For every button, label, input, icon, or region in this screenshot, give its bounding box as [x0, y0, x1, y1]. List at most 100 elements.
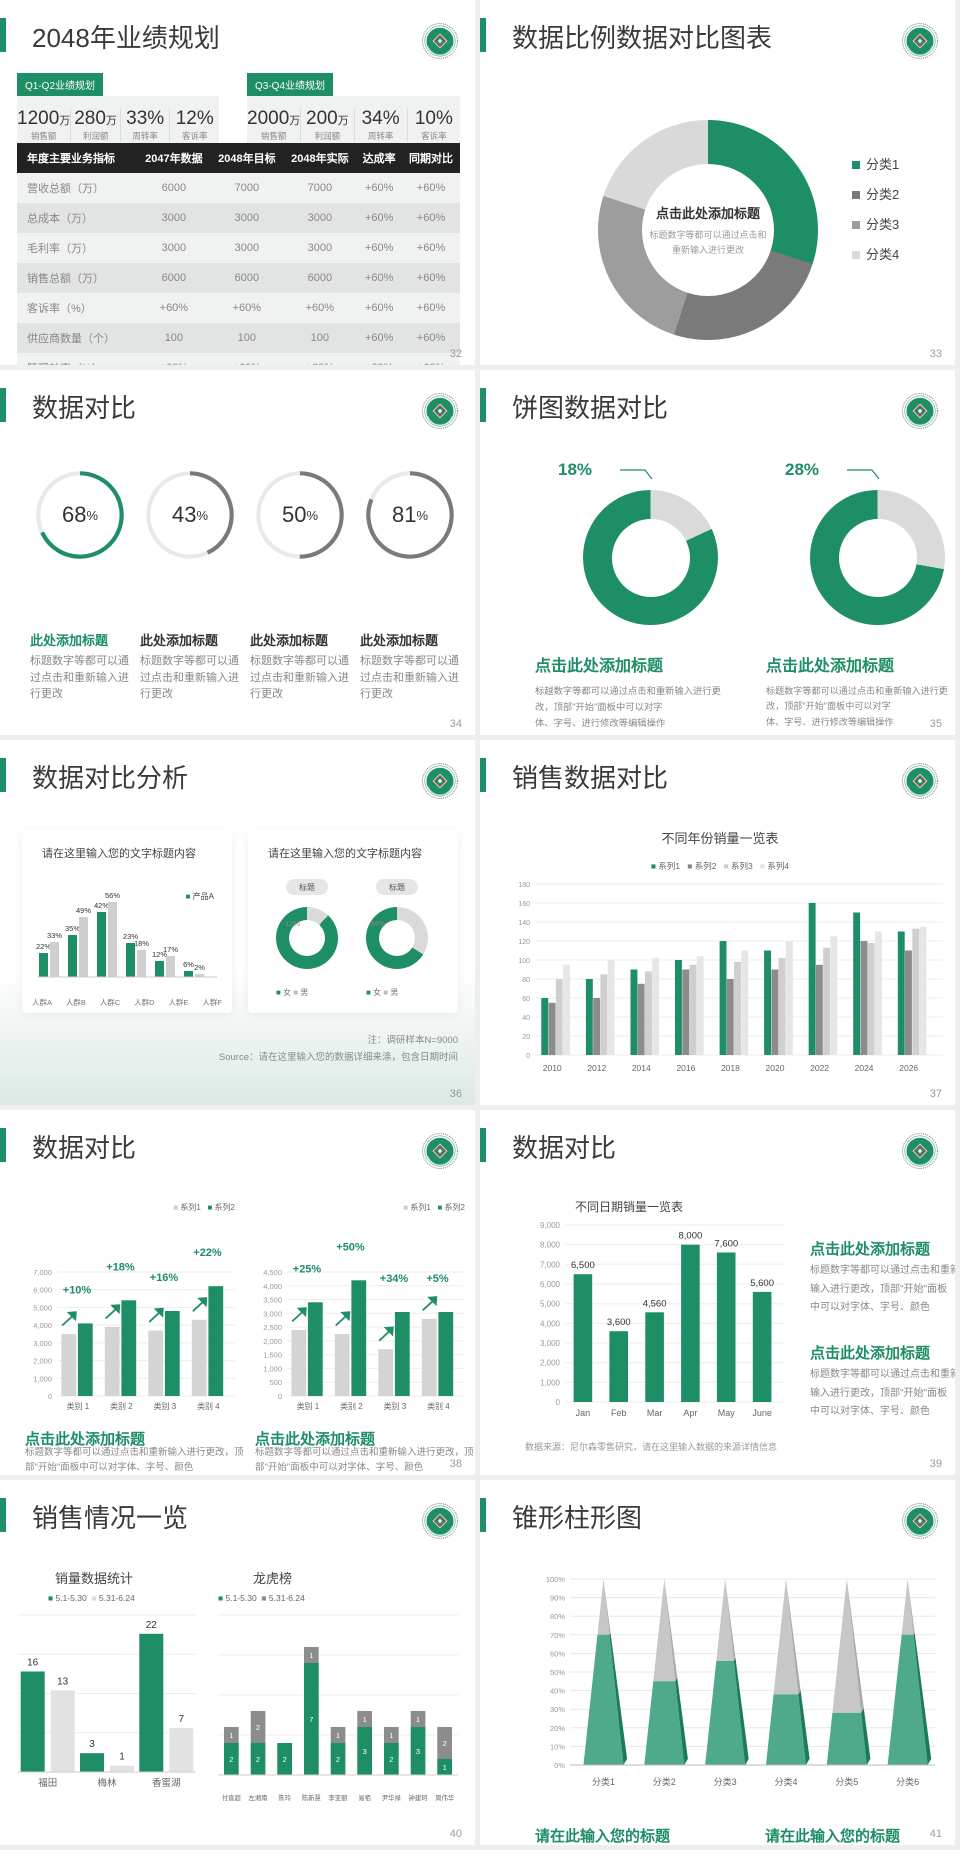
svg-text:7,000: 7,000: [33, 1268, 52, 1277]
svg-text:3,000: 3,000: [263, 1309, 282, 1318]
svg-text:香蜜湖: 香蜜湖: [152, 1777, 181, 1789]
svg-text:陈新慧: 陈新慧: [302, 1793, 321, 1802]
svg-text:16: 16: [27, 1658, 39, 1669]
svg-text:1: 1: [363, 1715, 367, 1724]
svg-text:50%: 50%: [550, 1668, 565, 1677]
svg-text:1: 1: [416, 1715, 420, 1724]
svg-text:4,000: 4,000: [540, 1319, 561, 1328]
svg-text:陈玲: 陈玲: [278, 1793, 291, 1802]
svg-text:分类5: 分类5: [835, 1776, 858, 1787]
svg-text:5,600: 5,600: [750, 1278, 774, 1289]
svg-text:6,000: 6,000: [33, 1286, 52, 1295]
svg-text:3,600: 3,600: [607, 1317, 631, 1328]
svg-text:+5%: +5%: [426, 1273, 449, 1285]
svg-text:17%: 17%: [163, 945, 178, 954]
svg-text:2%: 2%: [194, 963, 205, 972]
svg-text:2: 2: [256, 1723, 260, 1732]
svg-text:8,000: 8,000: [540, 1241, 561, 1250]
svg-text:分类2: 分类2: [653, 1776, 676, 1787]
svg-text:90%: 90%: [550, 1594, 565, 1603]
svg-text:500: 500: [269, 1378, 282, 1387]
svg-text:0: 0: [526, 1053, 530, 1060]
svg-text:分类1: 分类1: [592, 1776, 615, 1787]
svg-text:35%: 35%: [65, 924, 80, 933]
svg-text:22%: 22%: [36, 942, 51, 951]
svg-text:4,000: 4,000: [33, 1321, 52, 1330]
svg-text:易栢: 易栢: [358, 1793, 371, 1802]
svg-text:2020: 2020: [766, 1063, 785, 1073]
svg-text:140: 140: [518, 920, 530, 927]
svg-text:2010: 2010: [543, 1063, 562, 1073]
svg-text:1: 1: [229, 1731, 233, 1740]
svg-text:2016: 2016: [676, 1063, 695, 1073]
svg-text:20%: 20%: [550, 1724, 565, 1733]
svg-text:类别 1: 类别 1: [67, 1401, 90, 1411]
svg-text:3,000: 3,000: [33, 1339, 52, 1348]
svg-text:1,000: 1,000: [263, 1364, 282, 1373]
svg-text:7: 7: [309, 1715, 313, 1724]
svg-text:0: 0: [556, 1398, 561, 1407]
svg-text:June: June: [752, 1408, 772, 1418]
svg-text:李亚丽: 李亚丽: [329, 1793, 348, 1802]
svg-text:付直超: 付直超: [222, 1793, 242, 1802]
svg-text:10%: 10%: [550, 1742, 565, 1751]
svg-text:2024: 2024: [855, 1063, 874, 1073]
svg-text:+34%: +34%: [380, 1273, 409, 1285]
svg-text:左湘南: 左湘南: [249, 1793, 268, 1802]
svg-text:2: 2: [336, 1755, 340, 1764]
svg-text:May: May: [718, 1408, 736, 1418]
svg-text:类别 4: 类别 4: [197, 1401, 220, 1411]
svg-text:2,500: 2,500: [263, 1323, 282, 1332]
svg-text:3,000: 3,000: [540, 1339, 561, 1348]
svg-text:类别 2: 类别 2: [110, 1401, 133, 1411]
svg-text:8,000: 8,000: [679, 1231, 703, 1242]
svg-text:1,000: 1,000: [33, 1374, 52, 1383]
svg-text:分类3: 分类3: [714, 1776, 737, 1787]
svg-text:56%: 56%: [105, 891, 120, 900]
svg-text:Mar: Mar: [647, 1408, 663, 1418]
svg-text:9,000: 9,000: [540, 1221, 561, 1230]
svg-text:3,500: 3,500: [263, 1296, 282, 1305]
svg-text:1: 1: [309, 1651, 313, 1660]
svg-text:40: 40: [522, 1015, 530, 1022]
svg-text:2,000: 2,000: [33, 1357, 52, 1366]
svg-text:6%: 6%: [183, 960, 194, 969]
svg-text:类别 3: 类别 3: [154, 1401, 177, 1411]
svg-text:1: 1: [336, 1731, 340, 1740]
svg-text:1,500: 1,500: [263, 1351, 282, 1360]
svg-text:类别 1: 类别 1: [297, 1401, 320, 1411]
svg-text:2018: 2018: [721, 1063, 740, 1073]
svg-text:49%: 49%: [76, 906, 91, 915]
svg-text:2,000: 2,000: [540, 1359, 561, 1368]
svg-text:+25%: +25%: [293, 1263, 322, 1275]
svg-text:1: 1: [119, 1752, 125, 1763]
svg-text:2: 2: [283, 1755, 287, 1764]
svg-text:5,000: 5,000: [540, 1300, 561, 1309]
svg-text:6,500: 6,500: [571, 1260, 595, 1271]
svg-text:40%: 40%: [550, 1687, 565, 1696]
svg-text:80%: 80%: [550, 1612, 565, 1621]
svg-text:Jan: Jan: [576, 1408, 591, 1418]
svg-text:3: 3: [416, 1747, 420, 1756]
svg-text:周伟华: 周伟华: [435, 1793, 454, 1802]
svg-text:42%: 42%: [94, 901, 109, 910]
svg-text:Apr: Apr: [683, 1408, 697, 1418]
svg-text:2: 2: [256, 1755, 260, 1764]
svg-text:2: 2: [443, 1739, 447, 1748]
svg-text:7: 7: [179, 1714, 185, 1725]
svg-text:类别 3: 类别 3: [384, 1401, 407, 1411]
svg-text:+22%: +22%: [193, 1247, 222, 1259]
svg-text:33%: 33%: [47, 931, 62, 940]
svg-text:22: 22: [146, 1620, 158, 1631]
svg-text:2026: 2026: [899, 1063, 918, 1073]
svg-text:3: 3: [89, 1739, 95, 1750]
svg-text:4,000: 4,000: [263, 1282, 282, 1291]
svg-text:1: 1: [443, 1763, 447, 1772]
svg-text:钟建珂: 钟建珂: [409, 1793, 429, 1802]
svg-text:分类4: 分类4: [774, 1776, 797, 1787]
svg-text:Feb: Feb: [611, 1408, 627, 1418]
svg-text:1,000: 1,000: [540, 1378, 561, 1387]
svg-text:2,000: 2,000: [263, 1337, 282, 1346]
svg-text:4,560: 4,560: [643, 1298, 667, 1309]
svg-text:18%: 18%: [134, 939, 149, 948]
